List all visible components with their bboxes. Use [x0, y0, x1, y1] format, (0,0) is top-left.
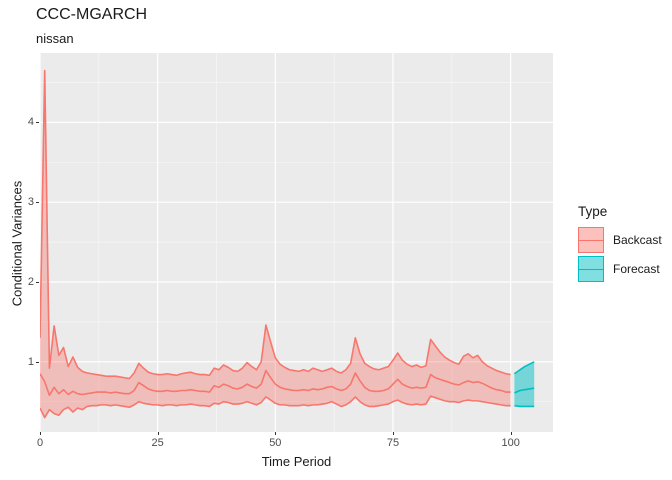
line-backcast-mid [40, 369, 511, 397]
legend-key-forecast-line-icon [579, 269, 603, 270]
legend-title: Type [578, 204, 608, 219]
line-forecast-mid [514, 387, 535, 394]
legend-item-backcast: Backcast [578, 227, 662, 253]
legend-label-backcast: Backcast [613, 233, 662, 247]
y-axis-title: Conditional Variances [9, 180, 25, 307]
x-tick-mark [40, 432, 41, 435]
y-tick-mark [36, 361, 39, 363]
y-tick-label: 1 [27, 355, 34, 368]
x-tick-label: 75 [386, 437, 400, 449]
x-tick-mark [275, 432, 277, 435]
y-tick-label: 3 [27, 196, 34, 209]
x-tick-label: 100 [501, 437, 520, 449]
x-tick-mark [392, 432, 394, 435]
chart-subtitle: nissan [36, 31, 74, 46]
line-backcast-lower [40, 395, 511, 419]
y-tick-mark [36, 281, 39, 283]
line-forecast-lower [514, 404, 535, 408]
ribbon-forecast [514, 361, 535, 407]
plot-panel [40, 53, 553, 432]
x-axis-title: Time Period [261, 454, 332, 469]
legend-key-backcast-swatch [578, 227, 604, 253]
legend-key-backcast-line-icon [579, 240, 603, 241]
legend: Type Backcast Forecast [578, 204, 662, 285]
y-tick-mark [36, 202, 39, 204]
x-tick-mark [510, 432, 512, 435]
x-tick-label: 0 [36, 437, 44, 449]
legend-label-forecast: Forecast [613, 262, 660, 276]
x-tick-label: 25 [151, 437, 164, 449]
x-tick-label: 50 [269, 437, 282, 449]
legend-key-forecast-swatch [578, 256, 604, 282]
legend-item-forecast: Forecast [578, 256, 662, 282]
y-tick-label: 4 [27, 116, 34, 129]
line-backcast-upper [40, 69, 511, 380]
x-tick-mark [157, 432, 159, 435]
y-tick-label: 2 [27, 275, 34, 288]
chart-title: CCC-MGARCH [36, 6, 148, 23]
plot-panel-svg [40, 53, 553, 432]
panel-background [40, 53, 553, 432]
line-forecast-upper [513, 361, 535, 375]
y-tick-mark [36, 122, 39, 124]
